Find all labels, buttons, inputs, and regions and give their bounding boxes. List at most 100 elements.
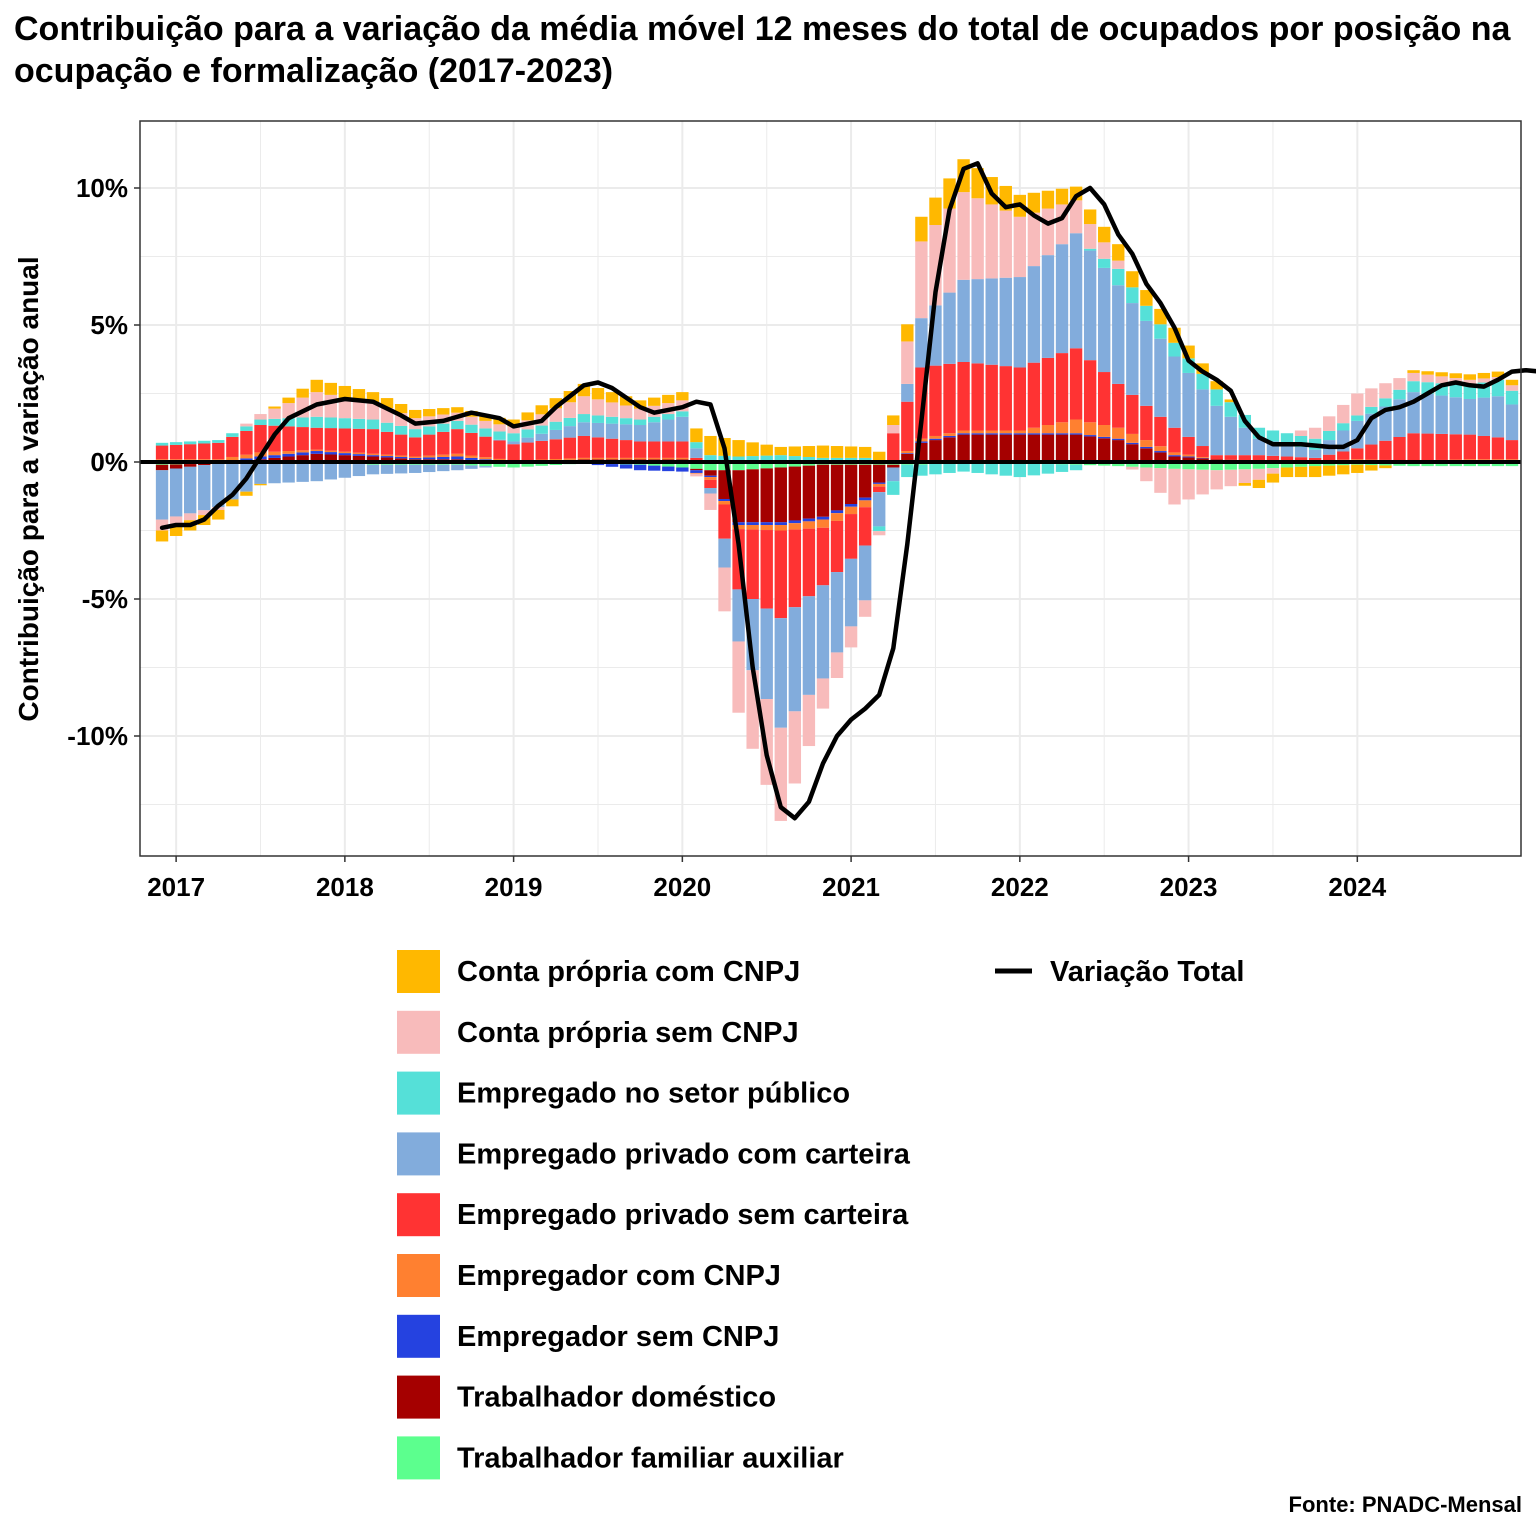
bar-segment [1266, 473, 1280, 483]
bar-segment [1435, 462, 1448, 467]
bar-segment [591, 422, 605, 438]
bar-segment [324, 382, 337, 395]
bar-segment [788, 456, 802, 462]
bar-segment [1294, 462, 1308, 467]
bar-segment [1013, 463, 1027, 478]
bar-segment [1055, 433, 1069, 435]
bar-segment [1294, 457, 1308, 461]
axes: 10% 5% 0% -5% -10% 2017 2018 2019 2020 2021 2022 20… [13, 173, 1387, 902]
bar-segment [676, 462, 689, 468]
bar-segment [1477, 372, 1491, 379]
bar-segment [1013, 430, 1027, 434]
bar-segment [1154, 462, 1167, 469]
bar-segment [1280, 456, 1294, 461]
bar-segment [1266, 462, 1280, 469]
bar-segment [535, 425, 548, 434]
bar-segment [1140, 290, 1153, 306]
bar-segment [1027, 427, 1041, 434]
bar-segment [1126, 287, 1139, 304]
bar-segment [1407, 462, 1420, 467]
bar-segment [957, 430, 970, 434]
bar-segment [901, 401, 914, 452]
bar-segment [858, 464, 872, 498]
bar-segment [985, 462, 998, 475]
bar-segment [1449, 462, 1462, 467]
bar-segment [662, 457, 675, 460]
bar-segment [1098, 436, 1111, 439]
bar-segment [943, 437, 956, 462]
bar-segment [1491, 437, 1505, 460]
bar-segment [577, 435, 591, 458]
bar-segment [1027, 266, 1041, 363]
bar-segment [1083, 436, 1097, 462]
bar-segment [1013, 367, 1027, 431]
legend-swatch [397, 1010, 440, 1054]
bar-segment [746, 469, 759, 523]
bar-segment [479, 459, 492, 461]
bar-segment [985, 434, 998, 462]
bar-segment [169, 525, 183, 536]
bar-segment [760, 522, 773, 526]
bar-segment [1055, 422, 1069, 434]
bar-segment [577, 457, 591, 460]
bar-segment [1435, 433, 1448, 460]
bar-segment [169, 468, 183, 517]
bar-segment [844, 457, 858, 462]
bar-segment [605, 438, 619, 458]
bar-segment [451, 456, 464, 460]
bar-segment [605, 457, 619, 460]
bar-segment [1238, 427, 1252, 456]
bar-segment [1182, 456, 1195, 458]
bar-segment [423, 457, 436, 460]
bar-segment [1308, 462, 1322, 467]
bar-segment [662, 466, 675, 472]
bar-segment [1027, 433, 1041, 435]
bar-segment [887, 425, 900, 434]
bar-segment [1069, 419, 1083, 434]
bar-segment [1308, 457, 1322, 461]
bar-segment [858, 446, 872, 458]
bar-segment [521, 412, 534, 421]
bar-segment [296, 452, 309, 456]
bar-segment [226, 436, 239, 457]
bar-segment [971, 279, 984, 364]
bar-segment [282, 453, 295, 457]
bar-segment [619, 457, 633, 460]
bar-segment [1055, 464, 1069, 472]
bar-segment [1365, 465, 1378, 471]
bar-segment [690, 462, 703, 469]
bar-segment [605, 464, 619, 467]
bar-segment [1083, 250, 1097, 361]
bar-segment [929, 440, 942, 462]
bar-segment [352, 418, 366, 429]
bar-segment [423, 434, 436, 456]
bar-segment [1449, 397, 1462, 435]
bar-segment [394, 425, 408, 435]
bar-segment [1323, 430, 1336, 441]
bar-segment [1055, 244, 1069, 354]
bar-segment [943, 435, 956, 438]
legend-item: Empregador com CNPJ [397, 1254, 781, 1297]
bar-segment [338, 418, 352, 429]
bar-segment [1083, 209, 1097, 225]
bar-segment [1505, 440, 1519, 460]
bar-segment [760, 468, 773, 523]
bar-segment [830, 464, 844, 511]
bar-segment [746, 529, 759, 599]
bar-segment [929, 197, 942, 225]
bar-segment [1069, 200, 1083, 234]
bar-segment [535, 440, 548, 460]
bar-segment [184, 441, 197, 445]
bar-segment [830, 457, 844, 462]
bar-segment [1168, 452, 1181, 456]
bar-segment [704, 493, 717, 510]
bar-segment [366, 429, 380, 454]
bar-segment [802, 528, 816, 597]
bar-segment [732, 456, 745, 462]
bar-segment [1393, 389, 1406, 400]
bar-segment [1041, 434, 1055, 462]
bar-segment [1224, 399, 1237, 403]
bar-segment [802, 518, 816, 522]
bar-segment [901, 453, 914, 462]
bar-segment [240, 423, 253, 427]
